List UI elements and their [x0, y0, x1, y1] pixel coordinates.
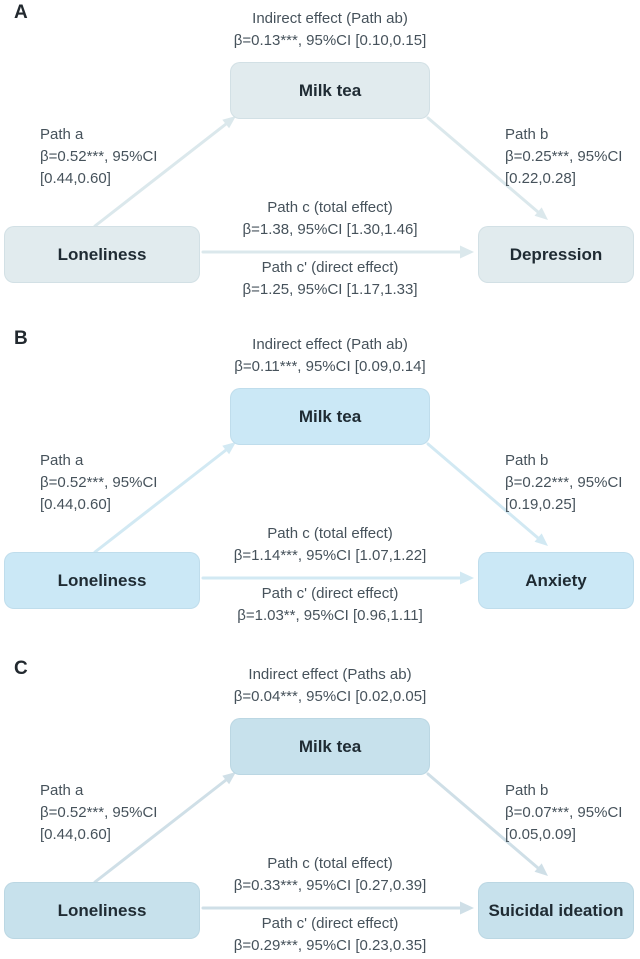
- panel-b: B Indirect effect (Path ab) β=0.11***, 9…: [0, 326, 640, 646]
- text-line: Indirect effect (Path ab): [252, 10, 408, 27]
- text-line: β=0.52***, 95%CI: [40, 804, 158, 821]
- text-line: β=1.03**, 95%CI [0.96,1.11]: [237, 607, 423, 624]
- text-line: [0.22,0.28]: [505, 170, 576, 187]
- predictor-label: Loneliness: [57, 900, 147, 920]
- text-line: [0.44,0.60]: [40, 826, 111, 843]
- panel-letter: C: [14, 658, 28, 679]
- text-line: Path b: [505, 452, 549, 469]
- text-line: [0.05,0.09]: [505, 826, 576, 843]
- text-line: β=0.22***, 95%CI: [505, 474, 623, 491]
- path-c-prime-label: Path c' (direct effect) β=1.03**, 95%CI …: [180, 583, 480, 627]
- path-a-label: Path a β=0.52***, 95%CI [0.44,0.60]: [40, 124, 157, 190]
- predictor-box: Loneliness: [4, 882, 200, 939]
- predictor-box: Loneliness: [4, 552, 200, 609]
- text-line: β=0.07***, 95%CI: [505, 804, 623, 821]
- path-b-label: Path b β=0.22***, 95%CI [0.19,0.25]: [505, 450, 622, 516]
- text-line: β=1.38, 95%CI [1.30,1.46]: [242, 221, 418, 238]
- text-line: Path c (total effect): [267, 199, 393, 216]
- text-line: Indirect effect (Path ab): [252, 336, 408, 353]
- path-c-label: Path c (total effect) β=0.33***, 95%CI […: [180, 853, 480, 897]
- text-line: β=0.52***, 95%CI: [40, 148, 158, 165]
- path-arrows: [93, 772, 548, 915]
- path-b-label: Path b β=0.07***, 95%CI [0.05,0.09]: [505, 780, 622, 846]
- text-line: Path c' (direct effect): [261, 259, 399, 276]
- text-line: Path a: [40, 782, 84, 799]
- text-line: Indirect effect (Paths ab): [248, 666, 412, 683]
- indirect-effect-label: Indirect effect (Paths ab) β=0.04***, 95…: [155, 664, 505, 708]
- path-b-label: Path b β=0.25***, 95%CI [0.22,0.28]: [505, 124, 622, 190]
- mediator-label: Milk tea: [298, 736, 362, 756]
- path-c-label: Path c (total effect) β=1.14***, 95%CI […: [180, 523, 480, 567]
- path-b-arrow: [426, 116, 548, 220]
- path-a-arrow: [93, 772, 236, 884]
- path-b-arrow: [426, 442, 548, 546]
- text-line: Path c' (direct effect): [261, 585, 399, 602]
- text-line: β=0.29***, 95%CI [0.23,0.35]: [233, 937, 427, 954]
- path-c-prime-label: Path c' (direct effect) β=0.29***, 95%CI…: [180, 913, 480, 957]
- text-line: β=0.04***, 95%CI [0.02,0.05]: [233, 688, 427, 705]
- text-line: β=1.14***, 95%CI [1.07,1.22]: [233, 547, 427, 564]
- outcome-box: Depression: [478, 226, 634, 283]
- path-arrows: [93, 442, 548, 585]
- text-line: Path a: [40, 126, 84, 143]
- text-line: [0.44,0.60]: [40, 170, 111, 187]
- path-c-arrow: [201, 901, 474, 915]
- path-c-label: Path c (total effect) β=1.38, 95%CI [1.3…: [180, 197, 480, 241]
- panel-c: C Indirect effect (Paths ab) β=0.04***, …: [0, 656, 640, 959]
- path-b-arrow: [426, 772, 548, 876]
- text-line: Path c (total effect): [267, 855, 393, 872]
- path-c-arrow: [201, 571, 474, 585]
- panel-letter: A: [14, 2, 28, 23]
- panel-a: A Indirect effect (Path ab) β=0.13***, 9…: [0, 0, 640, 320]
- text-line: Path a: [40, 452, 84, 469]
- indirect-effect-label: Indirect effect (Path ab) β=0.11***, 95%…: [155, 334, 505, 378]
- predictor-label: Loneliness: [57, 244, 147, 264]
- text-line: Path b: [505, 782, 549, 799]
- text-line: Path c (total effect): [267, 525, 393, 542]
- mediator-box: Milk tea: [230, 388, 430, 445]
- outcome-box: Anxiety: [478, 552, 634, 609]
- text-line: Path b: [505, 126, 549, 143]
- mediator-label: Milk tea: [298, 80, 362, 100]
- path-a-label: Path a β=0.52***, 95%CI [0.44,0.60]: [40, 450, 157, 516]
- text-line: [0.44,0.60]: [40, 496, 111, 513]
- text-line: [0.19,0.25]: [505, 496, 576, 513]
- text-line: β=0.13***, 95%CI [0.10,0.15]: [233, 32, 427, 49]
- outcome-box: Suicidal ideation: [478, 882, 634, 939]
- text-line: Path c' (direct effect): [261, 915, 399, 932]
- text-line: β=0.52***, 95%CI: [40, 474, 158, 491]
- path-a-label: Path a β=0.52***, 95%CI [0.44,0.60]: [40, 780, 157, 846]
- indirect-effect-label: Indirect effect (Path ab) β=0.13***, 95%…: [155, 8, 505, 52]
- text-line: β=0.25***, 95%CI: [505, 148, 623, 165]
- path-c-prime-label: Path c' (direct effect) β=1.25, 95%CI [1…: [180, 257, 480, 301]
- mediator-box: Milk tea: [230, 718, 430, 775]
- path-a-arrow: [93, 116, 236, 228]
- text-line: β=1.25, 95%CI [1.17,1.33]: [242, 281, 418, 298]
- outcome-label: Suicidal ideation: [488, 900, 624, 920]
- text-line: β=0.33***, 95%CI [0.27,0.39]: [233, 877, 427, 894]
- predictor-label: Loneliness: [57, 570, 147, 590]
- panel-letter: B: [14, 328, 28, 349]
- mediator-box: Milk tea: [230, 62, 430, 119]
- mediator-label: Milk tea: [298, 406, 362, 426]
- outcome-label: Anxiety: [525, 570, 587, 590]
- path-arrows: [93, 116, 548, 259]
- path-c-arrow: [201, 245, 474, 259]
- predictor-box: Loneliness: [4, 226, 200, 283]
- path-a-arrow: [93, 442, 236, 554]
- text-line: β=0.11***, 95%CI [0.09,0.14]: [234, 358, 426, 375]
- outcome-label: Depression: [509, 244, 603, 264]
